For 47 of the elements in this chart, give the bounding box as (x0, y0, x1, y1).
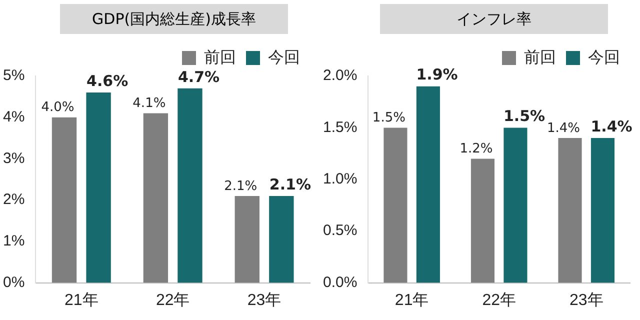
data-label: 1.5% (503, 107, 546, 126)
legend-label: 前回 (524, 48, 556, 66)
bar (558, 138, 582, 283)
y-tick-label: 1% (2, 232, 25, 250)
data-label: 4.6% (86, 72, 128, 90)
y-tick-label: 2.0% (322, 67, 358, 84)
legend-label: 前回 (204, 48, 236, 66)
x-tick-label: 21年 (64, 292, 98, 309)
data-label: 4.0% (41, 100, 74, 116)
data-label: 4.7% (178, 68, 220, 86)
bar (143, 113, 168, 283)
x-tick-label: 21年 (394, 292, 429, 309)
bar (52, 117, 77, 283)
bar (416, 86, 440, 283)
bar (504, 128, 528, 283)
y-tick-label: 0% (2, 274, 25, 291)
chart-title: GDP(国内総生産)成長率 (60, 4, 288, 34)
data-label: 1.5% (372, 110, 406, 126)
bar (269, 196, 294, 283)
x-tick-label: 22年 (156, 292, 190, 309)
data-label: 1.9% (416, 66, 458, 84)
bar (234, 196, 260, 283)
y-tick-label: 1.5% (322, 118, 358, 136)
bar (86, 92, 111, 283)
data-label: 2.1% (269, 175, 312, 194)
bar (384, 128, 408, 283)
y-tick-label: 3% (2, 150, 25, 167)
y-tick-label: 4% (2, 108, 25, 126)
legend-label: 今回 (268, 49, 300, 66)
bar (470, 158, 495, 283)
data-label: 2.1% (224, 178, 258, 194)
x-tick-label: 22年 (482, 292, 516, 309)
data-label: 1.2% (460, 142, 493, 157)
data-label: 1.4% (546, 120, 580, 136)
chart-title: インフレ率 (380, 4, 608, 34)
y-tick-label: 0.5% (322, 222, 358, 240)
x-tick-label: 23年 (569, 292, 604, 309)
data-label: 1.4% (590, 117, 632, 136)
bar (178, 88, 202, 283)
y-tick-label: 2% (2, 191, 25, 208)
data-label: 4.1% (132, 96, 166, 112)
legend-label: 今回 (588, 49, 620, 66)
y-tick-label: 1.0% (322, 170, 358, 188)
x-tick-label: 23年 (247, 292, 282, 309)
y-tick-label: 5% (2, 67, 25, 84)
bar (590, 138, 615, 283)
y-tick-label: 0.0% (322, 274, 358, 291)
